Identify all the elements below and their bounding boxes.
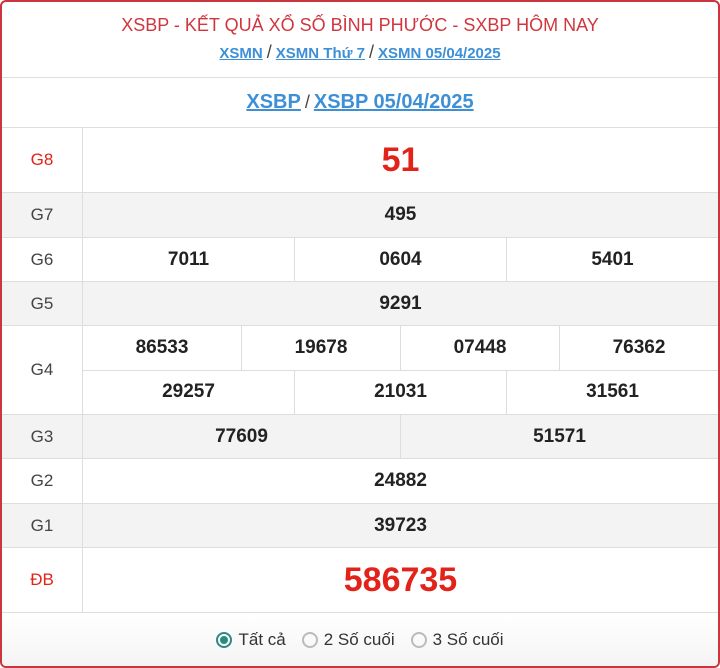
prize-line: 29257 21031 31561 — [83, 369, 718, 414]
prize-number: 51571 — [400, 415, 718, 458]
prize-line: 86533 19678 07448 76362 — [83, 326, 718, 370]
prize-number: 07448 — [400, 326, 559, 370]
prize-line: 39723 — [83, 504, 718, 547]
prize-values: 9291 — [83, 282, 718, 325]
digit-filter: Tất cả 2 Số cuối 3 Số cuối — [2, 613, 718, 666]
prize-row-g4: G4 86533 19678 07448 76362 29257 21031 31561 — [2, 326, 718, 415]
breadcrumb-xsmn-thu7[interactable]: XSMN Thứ 7 — [275, 45, 365, 62]
prize-label: ĐB — [2, 548, 83, 612]
breadcrumb-xsmn-date[interactable]: XSMN 05/04/2025 — [378, 45, 501, 62]
prize-row-g7: G7 495 — [2, 193, 718, 238]
prize-line: 77609 51571 — [83, 415, 718, 458]
link-xsbp[interactable]: XSBP — [246, 91, 301, 113]
prize-number: 39723 — [374, 514, 427, 536]
filter-2-digits[interactable]: 2 Số cuối — [301, 629, 395, 650]
prize-number: 29257 — [162, 381, 215, 403]
filter-label: 3 Số cuối — [432, 629, 504, 649]
prize-row-g8: G8 51 — [2, 128, 718, 193]
page-title: XSBP - KẾT QUẢ XỔ SỐ BÌNH PHƯỚC - SXBP H… — [121, 15, 599, 35]
prize-row-g1: G1 39723 — [2, 504, 718, 548]
prize-row-đb: ĐB 586735 — [2, 548, 718, 613]
breadcrumb: XSMN / XSMN Thứ 7/XSMN 05/04/2025 — [2, 42, 718, 63]
prize-line: 51 — [83, 128, 718, 192]
filter-all[interactable]: Tất cả — [216, 629, 286, 650]
radio-icon[interactable] — [410, 631, 427, 648]
breadcrumb-separator: / — [266, 42, 272, 62]
radio-checked-icon[interactable] — [216, 631, 233, 648]
prize-values: 86533 19678 07448 76362 29257 21031 31561 — [83, 326, 718, 414]
subheader: XSBP / XSBP 05/04/2025 — [2, 78, 718, 128]
prize-number: 31561 — [506, 370, 718, 414]
prize-number: 77609 — [215, 425, 268, 447]
prize-number: 21031 — [294, 370, 506, 414]
radio-icon[interactable] — [301, 631, 318, 648]
prize-label: G7 — [2, 193, 83, 237]
prize-number: 7011 — [167, 248, 210, 270]
prize-values: 495 — [83, 193, 718, 237]
link-xsbp-date[interactable]: XSBP 05/04/2025 — [313, 91, 474, 113]
prize-label: G5 — [2, 282, 83, 325]
prize-label: G3 — [2, 415, 83, 458]
prize-number: 51 — [381, 140, 420, 179]
prize-values: 77609 51571 — [83, 415, 718, 458]
prize-values: 586735 — [83, 548, 718, 612]
separator: / — [304, 92, 310, 112]
prize-row-g5: G5 9291 — [2, 282, 718, 326]
prize-number: 76362 — [559, 326, 718, 370]
prize-row-g3: G3 77609 51571 — [2, 415, 718, 459]
prize-number: 586735 — [343, 560, 458, 599]
prize-values: 7011 0604 5401 — [83, 238, 718, 281]
prize-line: 586735 — [83, 548, 718, 612]
prize-line: 9291 — [83, 282, 718, 325]
prize-line: 495 — [83, 193, 718, 237]
prize-number: 9291 — [379, 292, 422, 314]
prize-number: 24882 — [374, 470, 427, 491]
prize-values: 24882 — [83, 459, 718, 503]
prize-label: G4 — [2, 326, 83, 414]
prize-values: 51 — [83, 128, 718, 192]
header: XSBP - KẾT QUẢ XỔ SỐ BÌNH PHƯỚC - SXBP H… — [2, 2, 718, 78]
filter-label: 2 Số cuối — [323, 629, 395, 649]
prize-line: 24882 — [83, 459, 718, 503]
prize-label: G1 — [2, 504, 83, 547]
prize-number: 86533 — [135, 336, 189, 358]
results-table: G8 51 G7 495 G6 7011 0604 5401 G5 9291 G4 86533 1967… — [2, 128, 718, 613]
filter-label: Tất cả — [238, 629, 286, 649]
filter-3-digits[interactable]: 3 Số cuối — [410, 629, 504, 650]
prize-label: G8 — [2, 128, 83, 192]
prize-row-g6: G6 7011 0604 5401 — [2, 238, 718, 282]
prize-values: 39723 — [83, 504, 718, 547]
prize-label: G6 — [2, 238, 83, 281]
prize-number: 5401 — [506, 238, 718, 281]
prize-label: G2 — [2, 459, 83, 503]
prize-row-g2: G2 24882 — [2, 459, 718, 504]
breadcrumb-xsmn[interactable]: XSMN — [219, 45, 263, 62]
prize-number: 495 — [384, 204, 417, 225]
prize-line: 7011 0604 5401 — [83, 238, 718, 281]
breadcrumb-separator: / — [368, 42, 374, 62]
prize-number: 19678 — [241, 326, 400, 370]
prize-number: 0604 — [294, 238, 506, 281]
